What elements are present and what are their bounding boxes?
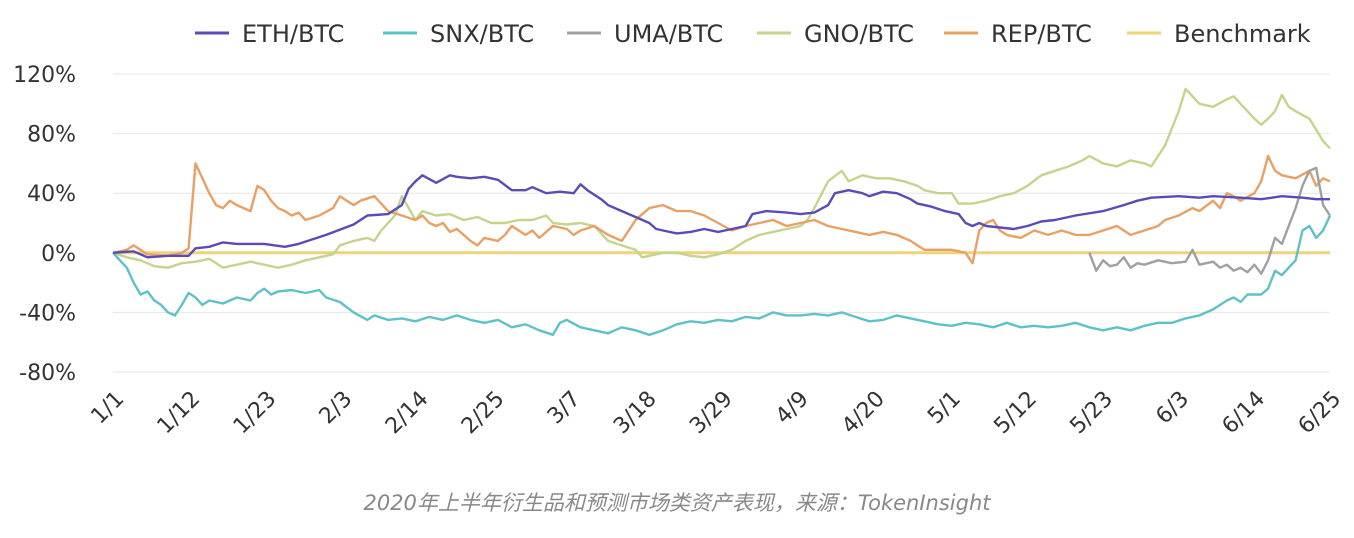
y-tick-label: 40%: [27, 182, 76, 207]
legend: ETH/BTC SNX/BTC UMA/BTC GNO/BTC REP/BTC Bench…: [195, 20, 1311, 48]
y-tick-label: 120%: [13, 63, 76, 88]
legend-item: ETH/BTC: [195, 20, 344, 48]
x-tick-label: 6/25: [1294, 387, 1347, 440]
series-lines: [112, 87, 1332, 336]
x-tick-label: 3/7: [543, 387, 586, 430]
series-line-uma-btc: [1088, 166, 1331, 275]
x-tick-label: 2/3: [315, 387, 358, 430]
x-tick-label: 1/12: [153, 387, 206, 440]
x-tick-label: 5/23: [1065, 387, 1118, 440]
legend-label: GNO/BTC: [804, 20, 914, 48]
legend-item: SNX/BTC: [383, 20, 534, 48]
y-tick-label: -80%: [19, 361, 76, 386]
y-tick-label: 0%: [41, 242, 76, 267]
x-tick-label: 2/25: [457, 387, 510, 440]
x-tick-label: 6/3: [1151, 387, 1194, 430]
x-tick-label: 5/1: [923, 387, 966, 430]
x-tick-label: 1/1: [87, 387, 130, 430]
series-line-rep-btc: [112, 154, 1331, 265]
x-tick-label: 2/14: [381, 387, 434, 440]
legend-label: REP/BTC: [991, 20, 1092, 48]
y-tick-label: -40%: [19, 301, 76, 326]
x-tick-label: 3/18: [609, 387, 662, 440]
series-line-snx-btc: [112, 214, 1332, 336]
y-axis-ticks: -80% -40% 0% 40% 80% 120%: [13, 63, 76, 386]
legend-item: REP/BTC: [944, 20, 1092, 48]
legend-label: UMA/BTC: [614, 20, 723, 48]
legend-item: UMA/BTC: [567, 20, 723, 48]
x-axis-ticks: 1/1 1/12 1/23 2/3 2/14 2/25 3/7 3/18 3/29 4/9 4/20…: [87, 387, 1347, 440]
x-tick-label: 6/14: [1218, 387, 1271, 440]
x-tick-label: 5/12: [989, 387, 1042, 440]
x-tick-label: 3/29: [685, 387, 738, 440]
legend-label: ETH/BTC: [242, 20, 344, 48]
grid-lines: [113, 73, 1330, 373]
series-line-gno-btc: [112, 87, 1331, 269]
legend-item: Benchmark: [1127, 20, 1311, 48]
x-tick-label: 4/9: [771, 387, 814, 430]
legend-label: Benchmark: [1174, 20, 1311, 48]
x-tick-label: 4/20: [837, 387, 890, 440]
chart-caption: 2020年上半年衍生品和预测市场类资产表现，来源：TokenInsight: [363, 491, 991, 515]
x-tick-label: 1/23: [229, 387, 282, 440]
legend-label: SNX/BTC: [430, 20, 534, 48]
legend-item: GNO/BTC: [757, 20, 914, 48]
series-line-eth-btc: [112, 174, 1330, 259]
y-tick-label: 80%: [27, 123, 76, 148]
